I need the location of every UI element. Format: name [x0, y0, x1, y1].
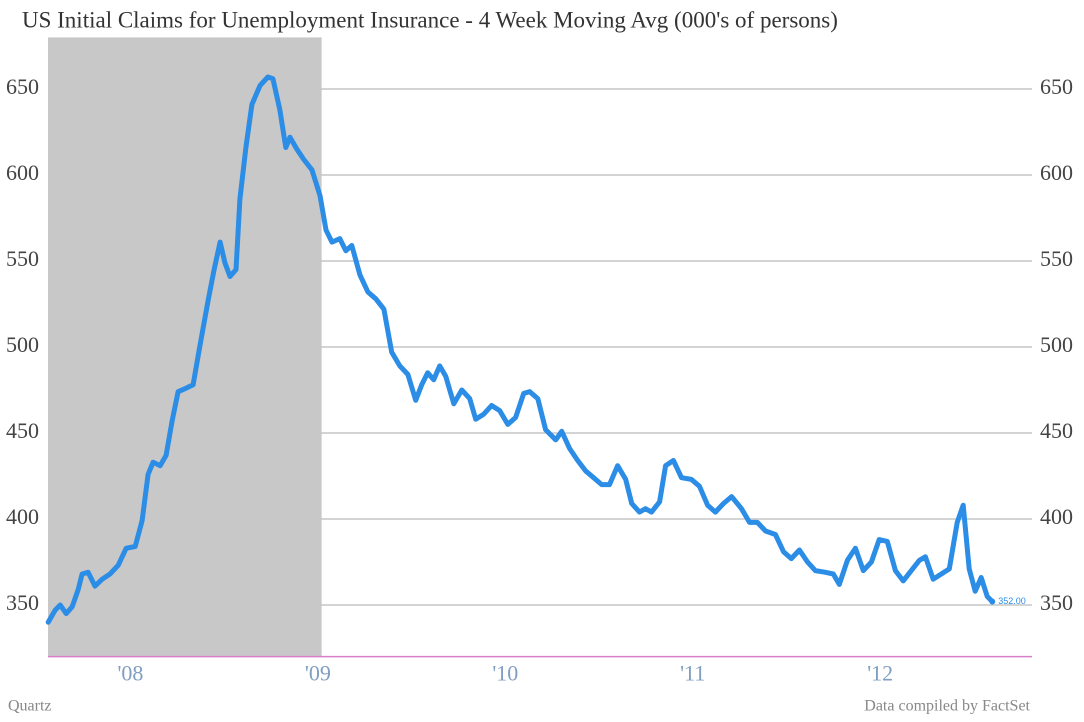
y-tick-label-right: 550	[1040, 246, 1073, 271]
x-tick-label: '11	[680, 661, 705, 686]
source-right: Data compiled by FactSet	[864, 698, 1030, 715]
end-point	[989, 598, 996, 605]
y-tick-label: 600	[6, 160, 39, 185]
y-tick-label-right: 350	[1040, 590, 1073, 615]
end-label: 352.00	[998, 596, 1026, 606]
data-line	[45, 74, 995, 625]
y-tick-label: 400	[6, 504, 39, 529]
y-tick-label: 350	[6, 590, 39, 615]
x-tick-label: '10	[492, 661, 518, 686]
source-left: Quartz	[8, 698, 52, 715]
recession-shade	[48, 37, 322, 657]
x-tick-label: '08	[117, 661, 143, 686]
x-tick-label: '09	[305, 661, 331, 686]
y-tick-label-right: 650	[1040, 74, 1073, 99]
x-tick-label: '12	[867, 661, 893, 686]
y-tick-label: 650	[6, 74, 39, 99]
y-tick-label-right: 500	[1040, 332, 1073, 357]
y-tick-label-right: 400	[1040, 504, 1073, 529]
y-tick-label: 550	[6, 246, 39, 271]
y-tick-label: 450	[6, 418, 39, 443]
y-tick-label-right: 600	[1040, 160, 1073, 185]
y-tick-label-right: 450	[1040, 418, 1073, 443]
chart-title: US Initial Claims for Unemployment Insur…	[22, 7, 838, 32]
y-tick-label: 500	[6, 332, 39, 357]
